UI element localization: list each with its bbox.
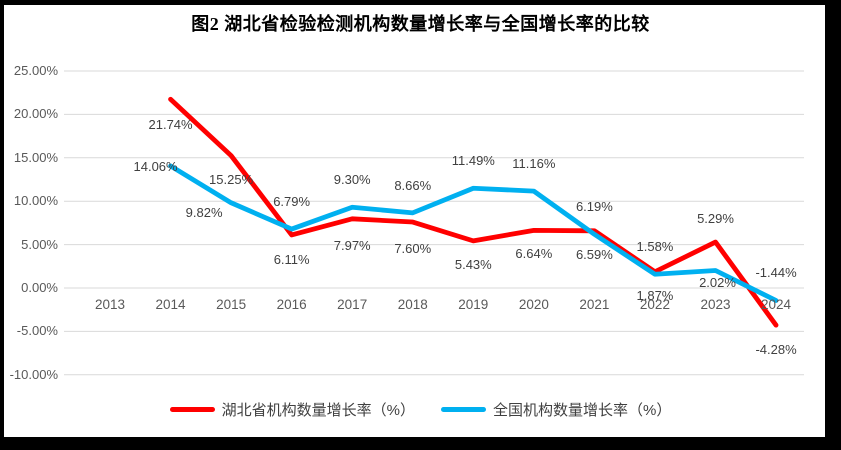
data-label: 6.11% bbox=[273, 251, 310, 267]
y-axis-label: -5.00% bbox=[16, 323, 58, 339]
legend-swatch-hubei-icon bbox=[169, 407, 215, 412]
x-axis-label: 2022 bbox=[639, 297, 670, 312]
data-label: 11.49% bbox=[451, 153, 495, 169]
legend-swatch-national-icon bbox=[441, 407, 486, 412]
x-axis-label: 2017 bbox=[337, 297, 368, 312]
x-axis-label: 2016 bbox=[276, 297, 307, 312]
x-axis-label: 2014 bbox=[155, 297, 186, 312]
gridlines bbox=[64, 70, 804, 376]
chart-title: 图2 湖北省检验检测机构数量增长率与全国增长率的比较 bbox=[191, 14, 650, 34]
data-label: 6.19% bbox=[575, 199, 613, 215]
x-axis-label: 2021 bbox=[579, 297, 610, 312]
data-label: 6.64% bbox=[515, 246, 553, 262]
y-axis-label: 20.00% bbox=[13, 106, 58, 122]
data-label: -1.44% bbox=[755, 265, 797, 281]
data-label: 9.82% bbox=[185, 204, 223, 220]
x-axis-label: 2019 bbox=[458, 297, 489, 312]
y-axis-label: -10.00% bbox=[9, 366, 58, 382]
data-label: 6.79% bbox=[273, 194, 311, 210]
series-line-hubei bbox=[168, 96, 779, 328]
data-label: 9.30% bbox=[333, 172, 371, 188]
data-label: 2.02% bbox=[699, 275, 736, 291]
x-axis-label: 2015 bbox=[216, 297, 247, 312]
y-axis-label: 5.00% bbox=[21, 236, 58, 252]
data-label: 11.16% bbox=[512, 156, 556, 172]
x-axis-label: 2018 bbox=[397, 297, 428, 312]
x-axis-label: 2024 bbox=[761, 297, 792, 312]
y-axis-label: 25.00% bbox=[13, 63, 58, 78]
data-label: 6.59% bbox=[575, 246, 613, 262]
data-label: 8.66% bbox=[394, 177, 432, 193]
series-line-national bbox=[168, 163, 779, 303]
data-label: 5.43% bbox=[454, 256, 492, 272]
y-axis-label: 15.00% bbox=[13, 149, 58, 165]
x-axis-label: 2013 bbox=[94, 297, 126, 312]
legend-label-hubei: 湖北省机构数量增长率（%） bbox=[221, 402, 415, 419]
series-lines bbox=[168, 96, 779, 328]
data-label: 7.97% bbox=[333, 237, 371, 253]
data-label: 1.58% bbox=[636, 239, 674, 255]
data-label: 5.29% bbox=[697, 211, 734, 227]
data-label: -4.28% bbox=[755, 342, 797, 358]
legend: 湖北省机构数量增长率（%） 全国机构数量增长率（%） bbox=[0, 399, 841, 420]
y-axis-label: 0.00% bbox=[21, 280, 58, 295]
data-label: 15.25% bbox=[209, 171, 254, 187]
data-label: 21.74% bbox=[148, 117, 193, 133]
x-axis-label: 2020 bbox=[518, 297, 549, 312]
legend-label-national: 全国机构数量增长率（%） bbox=[493, 402, 672, 419]
data-label: 7.60% bbox=[394, 241, 432, 257]
data-label: 1.87% bbox=[636, 287, 674, 303]
data-label: 14.06% bbox=[133, 158, 178, 174]
y-axis-label: 10.00% bbox=[13, 193, 58, 209]
x-axis-label: 2023 bbox=[700, 297, 731, 312]
